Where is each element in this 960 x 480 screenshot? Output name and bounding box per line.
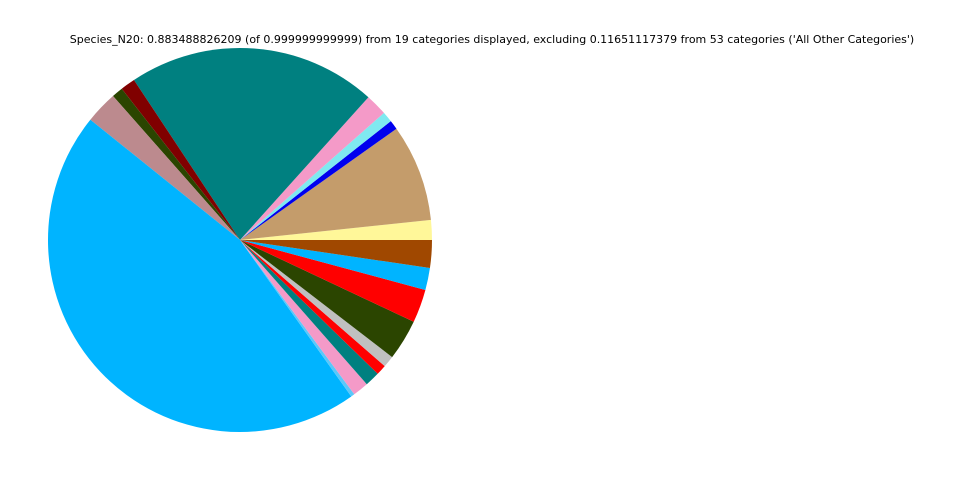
- chart-title: Species_N20: 0.883488826209 (of 0.999999…: [70, 33, 914, 46]
- pie-slice: [240, 219, 433, 240]
- pie-slice: [240, 121, 397, 240]
- pie-slice: [240, 240, 355, 397]
- pie-slice: [121, 79, 240, 240]
- pie-slice: [240, 128, 431, 240]
- pie-slice: [240, 240, 378, 385]
- pie-slice: [240, 240, 367, 395]
- pie-slice: [112, 88, 240, 240]
- pie-slice: [90, 96, 240, 240]
- pie-slice: [240, 240, 426, 322]
- pie-slice: [240, 240, 432, 269]
- pie-slice: [240, 112, 391, 240]
- pie-slice: [240, 240, 385, 374]
- pie-slice: [47, 119, 352, 433]
- pie-slice: [240, 97, 384, 241]
- pie-slice: [133, 48, 369, 240]
- pie-slice: [240, 240, 393, 367]
- pie-slice: [240, 240, 414, 358]
- pie-slice: [240, 240, 430, 290]
